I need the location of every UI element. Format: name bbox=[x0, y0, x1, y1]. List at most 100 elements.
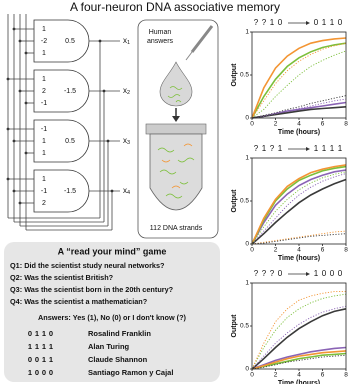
figure-title: A four-neuron DNA associative memory bbox=[70, 0, 280, 14]
x-tick-label: 6 bbox=[321, 372, 325, 379]
input-digit: ? bbox=[262, 18, 267, 27]
x-tick-label: 0 bbox=[250, 121, 254, 128]
x-tick-label: 8 bbox=[344, 372, 348, 379]
scientist-name: Santiago Ramon y Cajal bbox=[88, 368, 173, 377]
series-line bbox=[251, 164, 347, 245]
input-digit: ? bbox=[254, 144, 259, 153]
code-digit: 1 bbox=[35, 329, 39, 338]
weight: 1 bbox=[42, 176, 46, 183]
series-line bbox=[251, 98, 347, 119]
y-tick-label: 1 bbox=[245, 29, 249, 36]
y-axis-label: Output bbox=[231, 189, 238, 213]
input-digit: 1 bbox=[278, 144, 283, 153]
series-line bbox=[251, 37, 347, 119]
y-tick-label: 0.5 bbox=[240, 198, 249, 205]
x-tick-label: 2 bbox=[274, 121, 278, 128]
input-digit: ? bbox=[262, 269, 267, 278]
series-line bbox=[251, 95, 347, 119]
y-tick-label: 0.5 bbox=[240, 72, 249, 79]
input-digit: ? bbox=[254, 269, 259, 278]
series-line bbox=[251, 346, 347, 370]
question: Q4: Was the scientist a mathematician? bbox=[10, 297, 148, 306]
output-digit: 1 bbox=[314, 144, 319, 153]
output-digit: 0 bbox=[330, 269, 335, 278]
weight: -1 bbox=[41, 100, 47, 107]
game-title: A “read your mind” game bbox=[58, 246, 167, 256]
output-digit: 1 bbox=[314, 269, 319, 278]
output-digit: 1 bbox=[330, 18, 335, 27]
output-sub: 1 bbox=[127, 40, 130, 46]
y-tick-label: 1 bbox=[245, 280, 249, 287]
gate bbox=[33, 19, 90, 63]
series-line bbox=[251, 42, 347, 119]
series-line bbox=[251, 169, 347, 245]
weight: 2 bbox=[42, 88, 46, 95]
output-sub: 4 bbox=[127, 190, 130, 196]
x-tick-label: 2 bbox=[274, 372, 278, 379]
series-line bbox=[251, 50, 347, 119]
x-axis-label: Time (hours) bbox=[278, 255, 320, 262]
series-line bbox=[251, 233, 347, 245]
code-digit: 1 bbox=[28, 368, 32, 377]
output-var: x bbox=[123, 36, 127, 45]
x-tick-label: 6 bbox=[321, 247, 325, 254]
output-digit: 0 bbox=[322, 269, 327, 278]
input-digit: 0 bbox=[278, 18, 283, 27]
output-sub: 2 bbox=[127, 90, 130, 96]
y-tick-label: 1 bbox=[245, 155, 249, 162]
question: Q1: Did the scientist study neural netwo… bbox=[10, 261, 165, 270]
game-panel bbox=[4, 242, 220, 382]
series-line bbox=[251, 293, 347, 370]
output-label: x3 bbox=[123, 136, 130, 146]
series-line bbox=[251, 178, 347, 245]
output-digit: 0 bbox=[338, 18, 343, 27]
x-tick-label: 8 bbox=[344, 121, 348, 128]
input-digit: ? bbox=[270, 269, 275, 278]
x-tick-label: 6 bbox=[321, 121, 325, 128]
pipette-tip bbox=[185, 51, 193, 61]
weight: 1 bbox=[42, 26, 46, 33]
droplet-strands bbox=[167, 86, 183, 103]
scientist-name: Rosalind Franklin bbox=[88, 329, 151, 338]
x-tick-label: 4 bbox=[297, 247, 301, 254]
output-digit: 1 bbox=[322, 144, 327, 153]
threshold: -1.5 bbox=[64, 188, 76, 195]
junction bbox=[110, 189, 114, 193]
series-line bbox=[251, 308, 347, 370]
code-digit: 0 bbox=[28, 355, 32, 364]
y-tick-label: 0.5 bbox=[240, 323, 249, 330]
code-digit: 1 bbox=[28, 342, 32, 351]
pattern-arrow-head bbox=[306, 147, 310, 151]
y-axis-label: Output bbox=[231, 63, 238, 87]
threshold: 0.5 bbox=[65, 38, 75, 45]
strand-count: 112 DNA strands bbox=[150, 225, 203, 232]
weight: -1 bbox=[41, 188, 47, 195]
dna-strands bbox=[157, 147, 195, 199]
output-label: x4 bbox=[123, 186, 130, 196]
x-axis-label: Time (hours) bbox=[278, 380, 320, 384]
output-label: x1 bbox=[123, 36, 130, 46]
weight: 1 bbox=[42, 138, 46, 145]
series-line bbox=[251, 350, 347, 370]
junction bbox=[102, 89, 106, 93]
series-line bbox=[251, 165, 347, 245]
code-digit: 1 bbox=[42, 342, 46, 351]
series-line bbox=[251, 305, 347, 370]
output-var: x bbox=[123, 186, 127, 195]
tube-label: answers bbox=[147, 38, 174, 45]
pattern-arrow-head bbox=[306, 21, 310, 25]
series-line bbox=[251, 106, 347, 119]
scientist-name: Claude Shannon bbox=[88, 355, 148, 364]
output-var: x bbox=[123, 86, 127, 95]
y-tick-label: 0 bbox=[245, 241, 249, 248]
pipette bbox=[190, 25, 214, 53]
code-digit: 0 bbox=[35, 355, 39, 364]
input-digit: ? bbox=[254, 18, 259, 27]
code-digit: 1 bbox=[49, 355, 53, 364]
x-tick-label: 8 bbox=[344, 247, 348, 254]
question: Q3: Was the scientist born in the 20th c… bbox=[10, 285, 174, 294]
x-tick-label: 2 bbox=[274, 247, 278, 254]
gate bbox=[33, 169, 90, 213]
